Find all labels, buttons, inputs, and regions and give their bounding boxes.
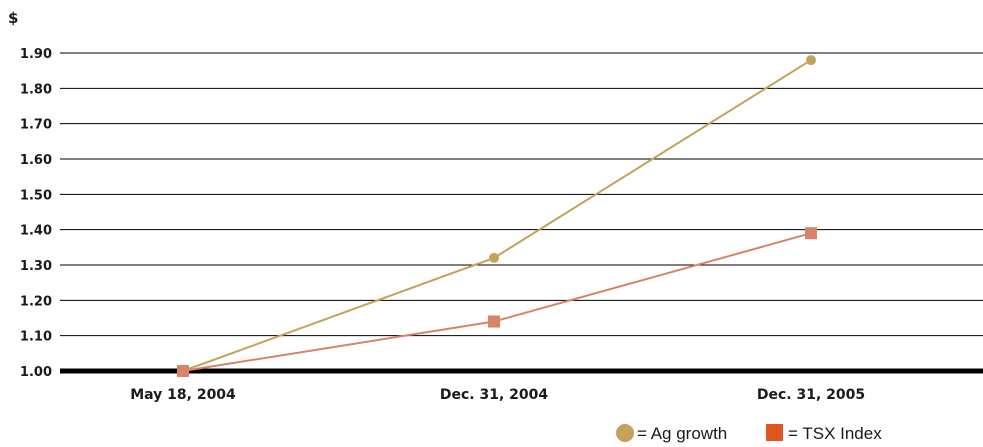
x-category-label: May 18, 2004 [130,387,236,403]
series-layer [177,55,817,377]
x-category-label: Dec. 31, 2005 [757,387,865,403]
x-category-label: Dec. 31, 2004 [440,387,549,403]
x-axis-category-labels: May 18, 2004 Dec. 31, 2004 Dec. 31, 2005 [130,387,865,403]
legend: = Ag growth = TSX Index [616,424,882,443]
ag-growth-legend-swatch [616,424,634,442]
y-tick-label: 1.30 [20,259,52,274]
y-axis-tick-labels: 1.00 1.10 1.20 1.30 1.40 1.50 1.60 1.70 1.80 1.90 [20,47,52,380]
y-tick-label: 1.60 [20,153,52,168]
y-tick-label: 1.80 [20,82,52,97]
grid-lines [60,52,983,337]
y-tick-label: 1.90 [20,47,52,62]
tsx-index-data-point [805,227,817,240]
tsx-index-legend-swatch [766,424,783,441]
y-axis-unit-label: $ [8,9,18,27]
y-tick-label: 1.70 [20,118,52,133]
ag-growth-data-point [806,55,816,66]
tsx-index-data-point [488,315,500,328]
tsx-index-series-line [182,232,812,372]
y-tick-label: 1.20 [20,294,52,309]
y-tick-label: 1.40 [20,224,52,239]
ag-growth-data-point [489,252,499,263]
y-tick-label: 1.50 [20,188,52,203]
tsx-index-legend-label: = TSX Index [788,424,882,443]
tsx-index-data-point [177,365,189,377]
ag-growth-legend-label: = Ag growth [637,424,727,443]
y-tick-label: 1.00 [20,365,52,380]
y-tick-label: 1.10 [20,330,52,345]
